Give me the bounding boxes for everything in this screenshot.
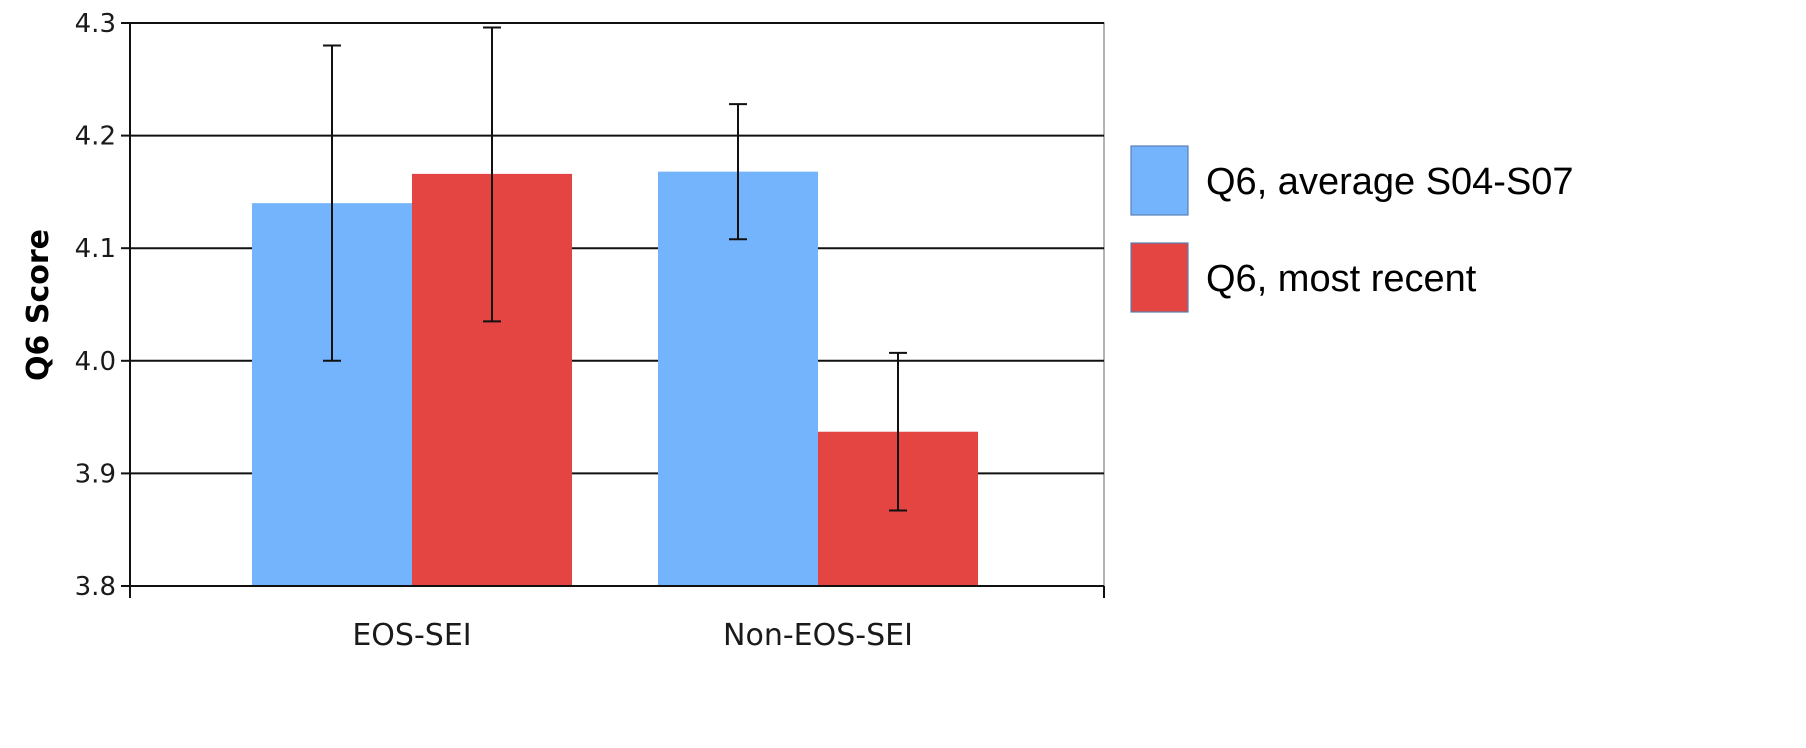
error-bars: [323, 26, 907, 512]
y-tick-label: 3.9: [75, 459, 116, 489]
x-category-label: EOS-SEI: [352, 618, 471, 653]
legend-swatch-most-recent: [1130, 242, 1189, 313]
y-tick-label: 3.8: [75, 572, 116, 602]
y-tick-label: 4.2: [75, 122, 116, 152]
legend: Q6, average S04-S07 Q6, most recent: [1130, 145, 1574, 313]
bars: [252, 171, 978, 586]
legend-label: Q6, average S04-S07: [1206, 161, 1574, 203]
y-axis-title: Q6 Score: [21, 229, 56, 381]
legend-label: Q6, most recent: [1206, 258, 1477, 300]
y-tick-label: 4.3: [75, 9, 116, 39]
bar-average: [658, 171, 818, 586]
y-tick-label: 4.0: [75, 347, 116, 377]
tick-labels: 3.8 3.9 4.0 4.1 4.2 4.3 EOS-SEI Non-EOS-SEI: [75, 9, 913, 653]
x-category-label: Non-EOS-SEI: [723, 618, 913, 653]
y-tick-label: 4.1: [75, 234, 116, 264]
axes: [121, 22, 1105, 598]
legend-swatch-average: [1130, 145, 1189, 216]
